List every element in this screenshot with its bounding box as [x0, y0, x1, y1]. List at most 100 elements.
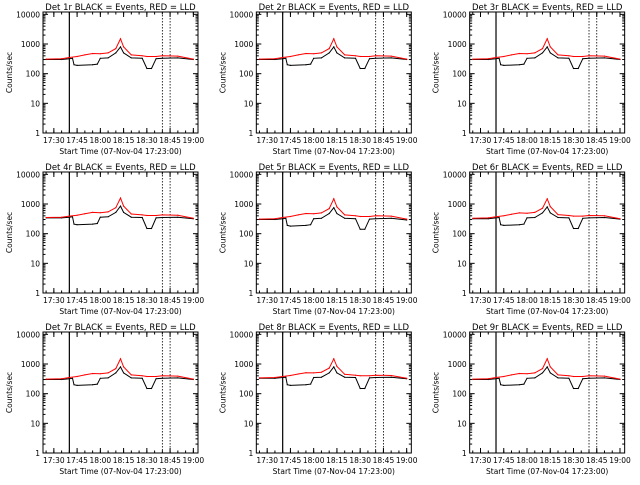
events-point: [495, 378, 497, 380]
panel-title: Det 9r BLACK = Events, RED = LLD: [472, 323, 623, 333]
lld-point: [192, 378, 194, 380]
lld-point: [123, 205, 125, 207]
x-tick-label: 19:00: [609, 296, 631, 305]
lld-point: [541, 48, 544, 50]
y-tick-label: 10: [457, 99, 467, 108]
y-tick-label: 1000: [234, 360, 253, 369]
y-tick-label: 1: [35, 289, 40, 298]
lld-point: [336, 365, 338, 367]
lld-point: [333, 198, 335, 200]
y-axis-label: Counts/sec: [218, 372, 227, 413]
x-tick-label: 18:45: [159, 296, 181, 305]
lld-point: [99, 373, 101, 375]
events-point: [336, 52, 338, 54]
events-point: [96, 63, 98, 65]
lld-point: [568, 214, 570, 217]
y-axis-label: Counts/sec: [218, 52, 227, 93]
events-point: [286, 224, 288, 226]
lld-point: [568, 375, 570, 377]
lld-point: [390, 215, 392, 217]
lld-point: [487, 58, 489, 60]
events-point: [406, 219, 408, 221]
lld-point: [568, 55, 570, 57]
events-point: [333, 366, 335, 368]
lld-point: [487, 378, 489, 380]
events-point: [359, 228, 361, 230]
lld-point: [546, 358, 548, 360]
lld-point: [359, 55, 361, 58]
lld-point: [258, 218, 260, 220]
lld-point: [313, 53, 315, 55]
plot-frame: [469, 171, 626, 294]
events-point: [305, 384, 307, 386]
lld-point: [92, 211, 94, 213]
events-point: [344, 57, 346, 59]
x-tick-label: 19:00: [609, 136, 631, 145]
lld-point: [368, 55, 371, 58]
lld-series-line: [46, 37, 194, 60]
events-point: [534, 377, 536, 379]
y-tick-label: 10: [244, 419, 254, 428]
lld-point: [390, 374, 392, 377]
lld-point: [526, 373, 528, 375]
events-point: [141, 377, 143, 379]
lld-point: [603, 215, 606, 217]
y-tick-label: 10000: [443, 330, 467, 339]
lld-point: [115, 48, 117, 50]
lld-series-line: [472, 37, 621, 60]
y-tick-label: 100: [239, 230, 254, 239]
y-tick-label: 10: [30, 99, 40, 108]
y-tick-label: 1000: [21, 360, 40, 369]
y-tick-label: 10000: [16, 170, 40, 179]
x-tick-label: 18:30: [349, 456, 371, 465]
events-point: [546, 206, 548, 208]
lld-point: [155, 55, 157, 58]
events-point: [155, 58, 157, 60]
lld-point: [518, 212, 520, 214]
y-tick-label: 100: [26, 390, 41, 399]
lld-point: [368, 375, 371, 377]
events-point: [603, 216, 606, 219]
lld-point: [282, 56, 284, 59]
x-tick-label: 18:00: [303, 456, 325, 465]
x-tick-label: 19:00: [183, 296, 205, 305]
x-tick-label: 17:30: [43, 136, 65, 145]
lld-point: [390, 55, 392, 57]
lld-point: [130, 213, 132, 215]
events-point: [146, 387, 148, 390]
x-tick-label: 17:45: [493, 296, 515, 305]
y-tick-label: 1000: [21, 40, 40, 49]
events-point: [333, 46, 335, 48]
lld-point: [177, 214, 179, 216]
y-axis-label: Counts/sec: [5, 52, 14, 93]
lld-point: [146, 55, 148, 58]
panel-title: Det 3r BLACK = Events, RED = LLD: [472, 3, 623, 13]
lld-point: [289, 55, 291, 58]
lld-point: [119, 38, 122, 40]
events-point: [333, 207, 335, 209]
plot-frame: [42, 171, 199, 294]
events-point: [495, 58, 497, 60]
x-tick-label: 17:30: [256, 456, 278, 465]
lld-point: [582, 375, 584, 378]
lld-point: [258, 377, 260, 379]
events-point: [568, 217, 570, 219]
x-tick-label: 18:30: [563, 136, 585, 145]
events-point: [73, 64, 75, 66]
x-tick-label: 18:15: [539, 136, 561, 145]
lld-point: [510, 54, 513, 56]
events-point: [390, 217, 392, 219]
lld-point: [375, 55, 377, 57]
x-tick-label: 18:15: [539, 296, 561, 305]
y-tick-label: 100: [452, 70, 467, 79]
events-point: [518, 224, 520, 226]
x-tick-label: 18:00: [516, 136, 538, 145]
lld-point: [526, 53, 528, 55]
x-tick-label: 18:00: [516, 296, 538, 305]
x-tick-label: 19:00: [609, 456, 631, 465]
lld-point: [115, 368, 117, 370]
events-point: [572, 227, 575, 230]
events-point: [375, 376, 377, 379]
lld-point: [344, 54, 346, 56]
x-tick-label: 17:45: [493, 456, 515, 465]
